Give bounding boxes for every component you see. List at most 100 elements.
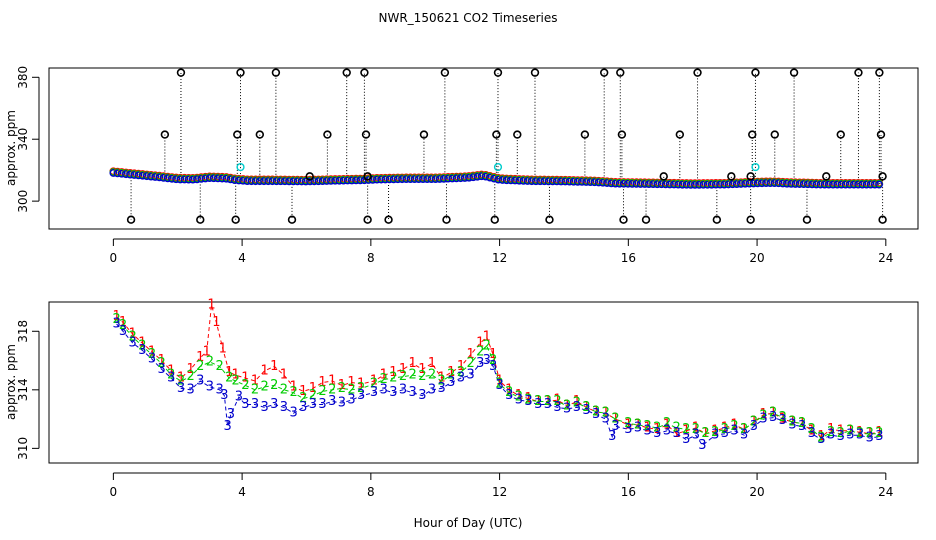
top-high-spike-marker xyxy=(675,130,685,139)
bottom-series-2-point: 2 xyxy=(466,356,474,371)
top-series-3-point xyxy=(389,175,398,184)
bottom-series-3-point: 3 xyxy=(495,378,503,393)
top-low-spike-marker xyxy=(384,215,393,224)
bottom-series-2-point: 2 xyxy=(380,372,388,387)
bottom-series-3-point: 3 xyxy=(544,397,552,412)
bottom-series-3-point: 3 xyxy=(682,432,690,447)
top-series-3-point xyxy=(607,179,616,188)
top-series-3-point xyxy=(578,178,586,186)
top-series-3-point xyxy=(260,177,268,186)
bottom-series-3-point: 3 xyxy=(119,324,127,339)
bottom-series-2-point: 2 xyxy=(808,422,816,437)
top-series-3-point xyxy=(795,180,804,188)
top-series-3-point xyxy=(289,177,298,186)
bottom-series-2-point: 2 xyxy=(129,330,137,345)
top-series-3-point xyxy=(130,171,139,179)
top-series-3-point xyxy=(724,180,733,189)
bottom-series-3-point: 3 xyxy=(624,422,632,437)
top-series-3-point xyxy=(226,175,235,184)
top-low-spike-marker xyxy=(641,215,651,224)
bottom-series-2-point: 2 xyxy=(682,422,690,437)
top-series-3-point xyxy=(766,179,775,187)
bottom-series-3-point: 3 xyxy=(196,374,204,389)
bottom-series-2-point: 2 xyxy=(750,415,758,430)
bottom-series-3-point: 3 xyxy=(138,343,146,358)
bottom-series-1-point: 1 xyxy=(730,417,738,432)
top-low-spike-marker xyxy=(363,215,372,224)
top-high-spike-marker xyxy=(836,130,845,139)
top-series-3-point xyxy=(603,179,611,187)
bottom-series-2-point: 2 xyxy=(692,422,700,437)
top-series-3-point xyxy=(762,179,770,188)
top-series-3-point xyxy=(448,174,457,183)
bottom-series-1-point: 1 xyxy=(380,368,388,383)
top-series-3-point xyxy=(214,174,222,183)
top-series-3-point xyxy=(239,176,247,185)
bottom-series-1-point: 1 xyxy=(318,375,326,390)
bottom-series-3-point: 3 xyxy=(299,400,307,415)
bottom-x-tick-label: 4 xyxy=(238,485,246,499)
bottom-series-1-point: 1 xyxy=(241,371,249,386)
bottom-series-3-point: 3 xyxy=(524,394,532,409)
bottom-series-3-point: 3 xyxy=(399,382,407,397)
top-series-3-point xyxy=(778,179,787,188)
top-series-3-point xyxy=(117,169,126,178)
chart-title: NWR_150621 CO2 Timeseries xyxy=(379,11,558,25)
top-series-3-point xyxy=(193,175,201,184)
top-series-3-point xyxy=(770,179,779,187)
bottom-series-1-point: 1 xyxy=(232,368,240,383)
bottom-series-2-point: 2 xyxy=(299,391,307,406)
bottom-series-1-point: 1 xyxy=(827,422,835,437)
top-high-spike-marker xyxy=(233,130,242,139)
bottom-series-3-point: 3 xyxy=(428,382,436,397)
bottom-series-1-point: 1 xyxy=(428,356,436,371)
bottom-series-1-point: 1 xyxy=(798,416,806,431)
bottom-series-2-point: 2 xyxy=(663,416,671,431)
bottom-plot-frame xyxy=(48,301,919,464)
top-series-3-point xyxy=(720,180,729,189)
bottom-series-2-point: 2 xyxy=(524,393,532,408)
bottom-series-2-point: 2 xyxy=(856,426,864,441)
bottom-series-2-point: 2 xyxy=(483,338,491,353)
bottom-series-2-point: 2 xyxy=(701,426,709,441)
bottom-series-3-point: 3 xyxy=(489,359,497,374)
top-series-3-point xyxy=(875,180,883,189)
bottom-series-2-point: 2 xyxy=(866,426,874,441)
top-x-tick-label: 24 xyxy=(878,251,893,265)
bottom-series-2-point: 2 xyxy=(251,382,259,397)
bottom-series-1-point: 1 xyxy=(309,381,317,396)
top-series-3-point xyxy=(335,176,344,185)
top-low-spike-marker xyxy=(196,215,205,224)
top-series-3-point xyxy=(783,179,791,188)
bottom-series-2-point: 2 xyxy=(119,318,127,333)
top-series-3-point xyxy=(820,180,829,189)
top-series-3-point xyxy=(243,177,252,185)
bottom-series-1-point: 1 xyxy=(289,379,297,394)
bottom-series-1-point: 1 xyxy=(270,359,278,374)
bottom-series-2-point: 2 xyxy=(505,385,513,400)
top-series-3-point xyxy=(460,174,469,182)
bottom-series-1-point: 1 xyxy=(856,425,864,440)
bottom-series-1-point: 1 xyxy=(280,368,288,383)
top-series-3-point xyxy=(314,177,323,186)
top-high-spike-marker xyxy=(160,130,170,139)
top-plot-frame xyxy=(48,67,919,230)
top-series-3-point xyxy=(356,176,365,185)
top-series-3-point xyxy=(699,180,708,189)
bottom-series-2-point: 2 xyxy=(158,356,166,371)
bottom-series-2-point: 2 xyxy=(261,379,269,394)
bottom-series-3-point: 3 xyxy=(223,419,231,434)
bottom-series-2-point: 2 xyxy=(186,369,194,384)
bottom-series-3-point: 3 xyxy=(206,379,214,394)
bottom-series-1-point: 1 xyxy=(347,375,355,390)
top-series-3-point xyxy=(172,175,181,184)
bottom-series-3-point: 3 xyxy=(241,397,249,412)
bottom-series-1-point: 1 xyxy=(866,426,874,441)
bottom-series-1-point: 1 xyxy=(653,422,661,437)
top-series-3-point xyxy=(590,178,599,187)
top-series-3-point xyxy=(561,177,570,186)
top-series-3-point xyxy=(272,177,281,186)
top-high-spike-marker xyxy=(876,130,886,139)
bottom-series-3-point: 3 xyxy=(644,423,652,438)
top-series-3-point xyxy=(163,174,172,183)
